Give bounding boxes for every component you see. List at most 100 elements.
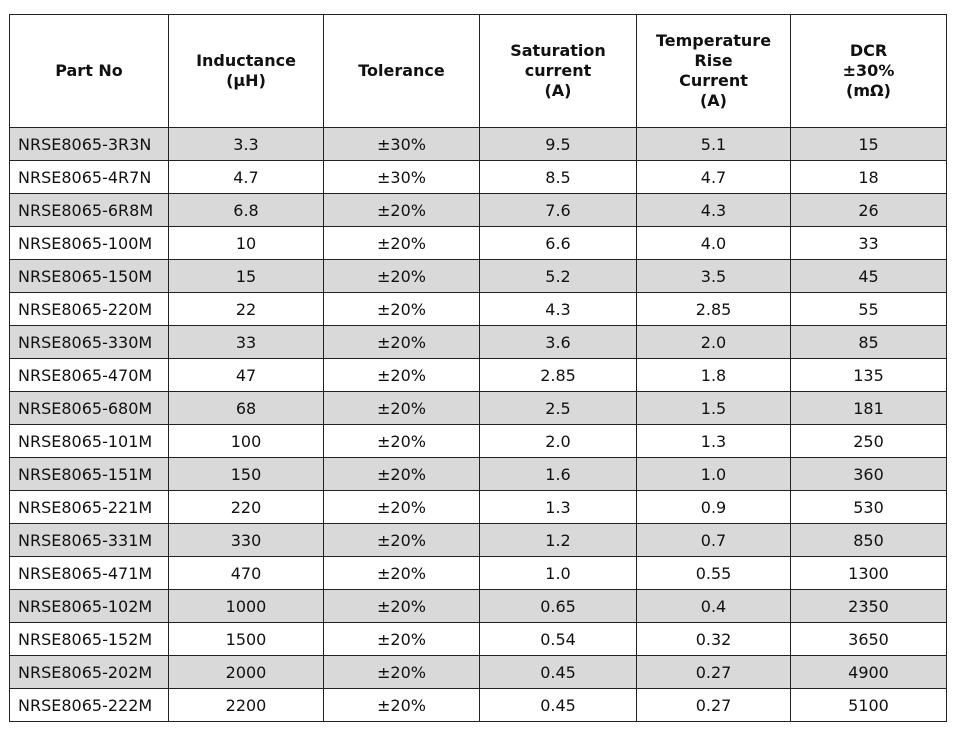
header-line: DCR xyxy=(849,41,888,60)
header-cell: Inductance (µH) xyxy=(168,14,324,128)
table-cell: 4.7 xyxy=(168,160,324,194)
table-cell: NRSE8065-220M xyxy=(9,292,169,326)
table-cell: 1.6 xyxy=(479,457,637,491)
table-cell: 2.85 xyxy=(479,358,637,392)
table-cell: NRSE8065-101M xyxy=(9,424,169,458)
table-row: NRSE8065-150M 15 ±20% 5.2 3.5 45 xyxy=(9,259,947,293)
table-cell: 2350 xyxy=(790,589,947,623)
header-line: Part No xyxy=(55,61,123,80)
table-cell: ±20% xyxy=(323,655,480,689)
table-cell: 3.5 xyxy=(636,259,791,293)
table-cell: 5100 xyxy=(790,688,947,722)
table-cell: NRSE8065-4R7N xyxy=(9,160,169,194)
table-cell: NRSE8065-150M xyxy=(9,259,169,293)
header-line: (µH) xyxy=(226,71,266,90)
table-cell: NRSE8065-221M xyxy=(9,490,169,524)
header-line: (A) xyxy=(699,91,727,110)
table-cell: 1.8 xyxy=(636,358,791,392)
table-cell: 0.55 xyxy=(636,556,791,590)
table-cell: 8.5 xyxy=(479,160,637,194)
table-row: NRSE8065-220M 22 ±20% 4.3 2.85 55 xyxy=(9,292,947,326)
header-cell: Tolerance xyxy=(323,14,480,128)
table-row: NRSE8065-470M 47 ±20% 2.85 1.8 135 xyxy=(9,358,947,392)
table-row: NRSE8065-221M 220 ±20% 1.3 0.9 530 xyxy=(9,490,947,524)
table-cell: 0.54 xyxy=(479,622,637,656)
table-cell: 1500 xyxy=(168,622,324,656)
table-cell: 850 xyxy=(790,523,947,557)
table-cell: 0.4 xyxy=(636,589,791,623)
spec-table: Part No Inductance (µH) Tolerance Saturation… xyxy=(9,14,947,722)
table-cell: NRSE8065-6R8M xyxy=(9,193,169,227)
table-cell: NRSE8065-102M xyxy=(9,589,169,623)
table-cell: 33 xyxy=(790,226,947,260)
table-cell: NRSE8065-680M xyxy=(9,391,169,425)
table-cell: 55 xyxy=(790,292,947,326)
table-cell: 6.8 xyxy=(168,193,324,227)
table-cell: ±20% xyxy=(323,193,480,227)
table-cell: ±20% xyxy=(323,292,480,326)
table-cell: ±20% xyxy=(323,424,480,458)
table-cell: 2.85 xyxy=(636,292,791,326)
table-cell: NRSE8065-330M xyxy=(9,325,169,359)
header-line: Inductance xyxy=(196,51,296,70)
table-cell: ±20% xyxy=(323,358,480,392)
table-cell: ±20% xyxy=(323,259,480,293)
table-cell: NRSE8065-470M xyxy=(9,358,169,392)
table-cell: 7.6 xyxy=(479,193,637,227)
table-row: NRSE8065-222M 2200 ±20% 0.45 0.27 5100 xyxy=(9,688,947,722)
table-cell: 1.3 xyxy=(479,490,637,524)
table-cell: ±20% xyxy=(323,325,480,359)
header-line: ±30% xyxy=(842,61,895,80)
table-cell: NRSE8065-222M xyxy=(9,688,169,722)
table-cell: ±20% xyxy=(323,589,480,623)
header-line: Current xyxy=(679,71,748,90)
table-cell: 5.1 xyxy=(636,127,791,161)
table-cell: 330 xyxy=(168,523,324,557)
table-cell: 2.5 xyxy=(479,391,637,425)
header-row: Part No Inductance (µH) Tolerance Saturation… xyxy=(9,14,947,128)
header-line: (mΩ) xyxy=(846,81,891,100)
table-cell: 1.0 xyxy=(479,556,637,590)
table-cell: 2.0 xyxy=(636,325,791,359)
table-cell: ±30% xyxy=(323,127,480,161)
table-cell: 1.0 xyxy=(636,457,791,491)
table-cell: 3.3 xyxy=(168,127,324,161)
table-cell: 45 xyxy=(790,259,947,293)
table-cell: 0.27 xyxy=(636,655,791,689)
table-cell: 47 xyxy=(168,358,324,392)
header-cell: Part No xyxy=(9,14,169,128)
header-cell: Temperature Rise Current (A) xyxy=(636,14,791,128)
table-row: NRSE8065-6R8M 6.8 ±20% 7.6 4.3 26 xyxy=(9,193,947,227)
table-cell: 85 xyxy=(790,325,947,359)
table-cell: 4900 xyxy=(790,655,947,689)
table-body: NRSE8065-3R3N 3.3 ±30% 9.5 5.1 15 NRSE8065-4R7… xyxy=(9,127,947,722)
table-cell: 2.0 xyxy=(479,424,637,458)
table-cell: 10 xyxy=(168,226,324,260)
table-cell: 4.0 xyxy=(636,226,791,260)
header-cell: Saturation current (A) xyxy=(479,14,637,128)
table-cell: 6.6 xyxy=(479,226,637,260)
table-cell: 33 xyxy=(168,325,324,359)
table-cell: 1.2 xyxy=(479,523,637,557)
header-line: Tolerance xyxy=(358,61,445,80)
table-row: NRSE8065-100M 10 ±20% 6.6 4.0 33 xyxy=(9,226,947,260)
table-cell: 15 xyxy=(168,259,324,293)
table-row: NRSE8065-101M 100 ±20% 2.0 1.3 250 xyxy=(9,424,947,458)
table-cell: 2000 xyxy=(168,655,324,689)
table-cell: 0.32 xyxy=(636,622,791,656)
table-cell: ±20% xyxy=(323,490,480,524)
table-row: NRSE8065-152M 1500 ±20% 0.54 0.32 3650 xyxy=(9,622,947,656)
table-cell: 0.45 xyxy=(479,655,637,689)
table-cell: ±20% xyxy=(323,226,480,260)
table-cell: NRSE8065-152M xyxy=(9,622,169,656)
header-line: Saturation xyxy=(510,41,606,60)
table-cell: ±30% xyxy=(323,160,480,194)
table-cell: 18 xyxy=(790,160,947,194)
table-cell: ±20% xyxy=(323,457,480,491)
table-cell: 3650 xyxy=(790,622,947,656)
table-cell: 1300 xyxy=(790,556,947,590)
table-row: NRSE8065-471M 470 ±20% 1.0 0.55 1300 xyxy=(9,556,947,590)
table-cell: 470 xyxy=(168,556,324,590)
table-cell: 0.45 xyxy=(479,688,637,722)
